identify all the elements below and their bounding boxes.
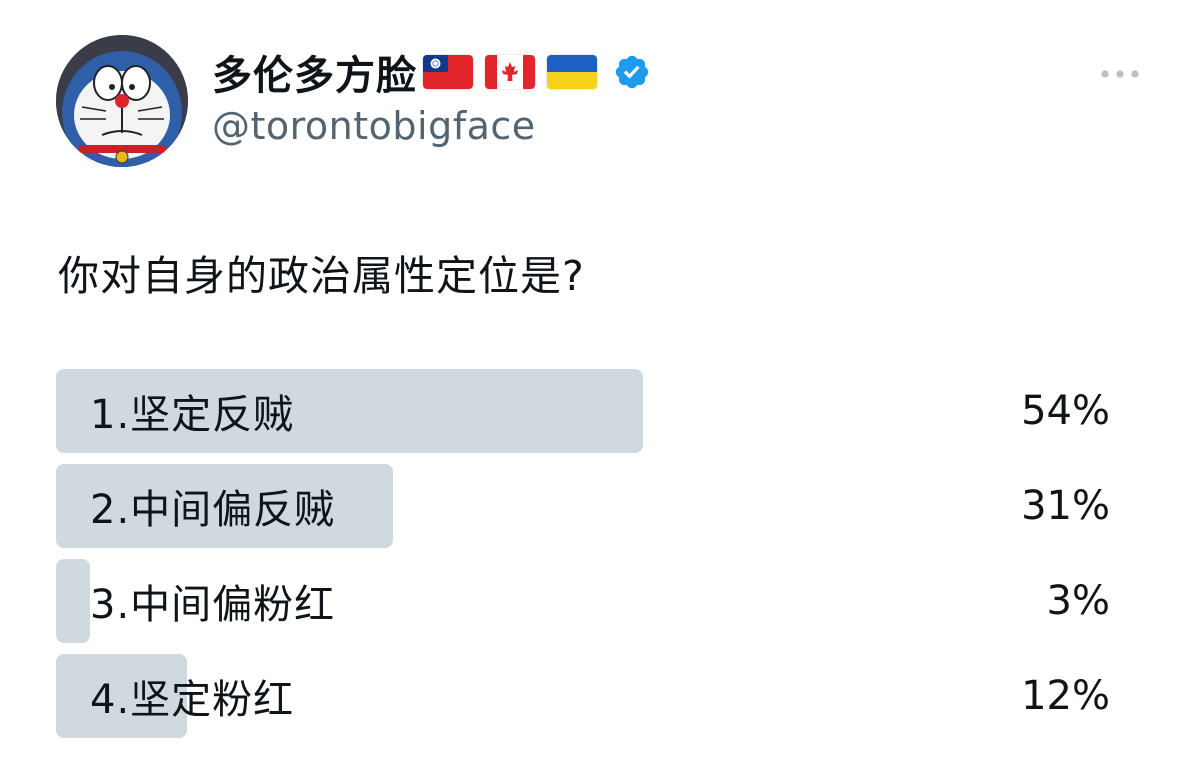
poll-option-label: 2.中间偏反贼: [90, 487, 336, 533]
poll-option-label: 4.坚定粉红: [90, 677, 295, 723]
poll: 1.坚定反贼 54% 2.中间偏反贼 31% 3.中间偏粉红 3% 4.坚定粉红…: [56, 369, 1112, 749]
taiwan-flag-icon: [423, 55, 473, 89]
doraemon-avatar-icon: [56, 35, 188, 167]
avatar[interactable]: [56, 35, 188, 167]
tweet-text: 你对自身的政治属性定位是?: [58, 252, 585, 300]
poll-option[interactable]: 2.中间偏反贼 31%: [56, 464, 1112, 548]
verified-badge-icon: [613, 53, 651, 91]
poll-bar: [56, 369, 643, 453]
poll-option[interactable]: 1.坚定反贼 54%: [56, 369, 1112, 453]
poll-option-percent: 12%: [1021, 673, 1110, 719]
poll-bar: [56, 654, 187, 738]
user-handle[interactable]: @torontobigface: [212, 104, 536, 148]
ukraine-flag-icon: [547, 55, 597, 89]
poll-option-percent: 3%: [1046, 578, 1110, 624]
poll-bar: [56, 559, 90, 643]
poll-option[interactable]: 4.坚定粉红 12%: [56, 654, 1112, 738]
more-dots-icon: [1101, 70, 1139, 78]
poll-option-label: 3.中间偏粉红: [90, 582, 336, 628]
poll-option-percent: 31%: [1021, 483, 1110, 529]
poll-bar: [56, 464, 393, 548]
poll-option[interactable]: 3.中间偏粉红 3%: [56, 559, 1112, 643]
display-name-row[interactable]: 多伦多方脸: [212, 46, 651, 99]
display-name[interactable]: 多伦多方脸: [212, 53, 417, 99]
canada-flag-icon: [485, 55, 535, 89]
more-options-button[interactable]: [1096, 58, 1144, 90]
poll-option-percent: 54%: [1021, 388, 1110, 434]
poll-option-label: 1.坚定反贼: [90, 392, 295, 438]
